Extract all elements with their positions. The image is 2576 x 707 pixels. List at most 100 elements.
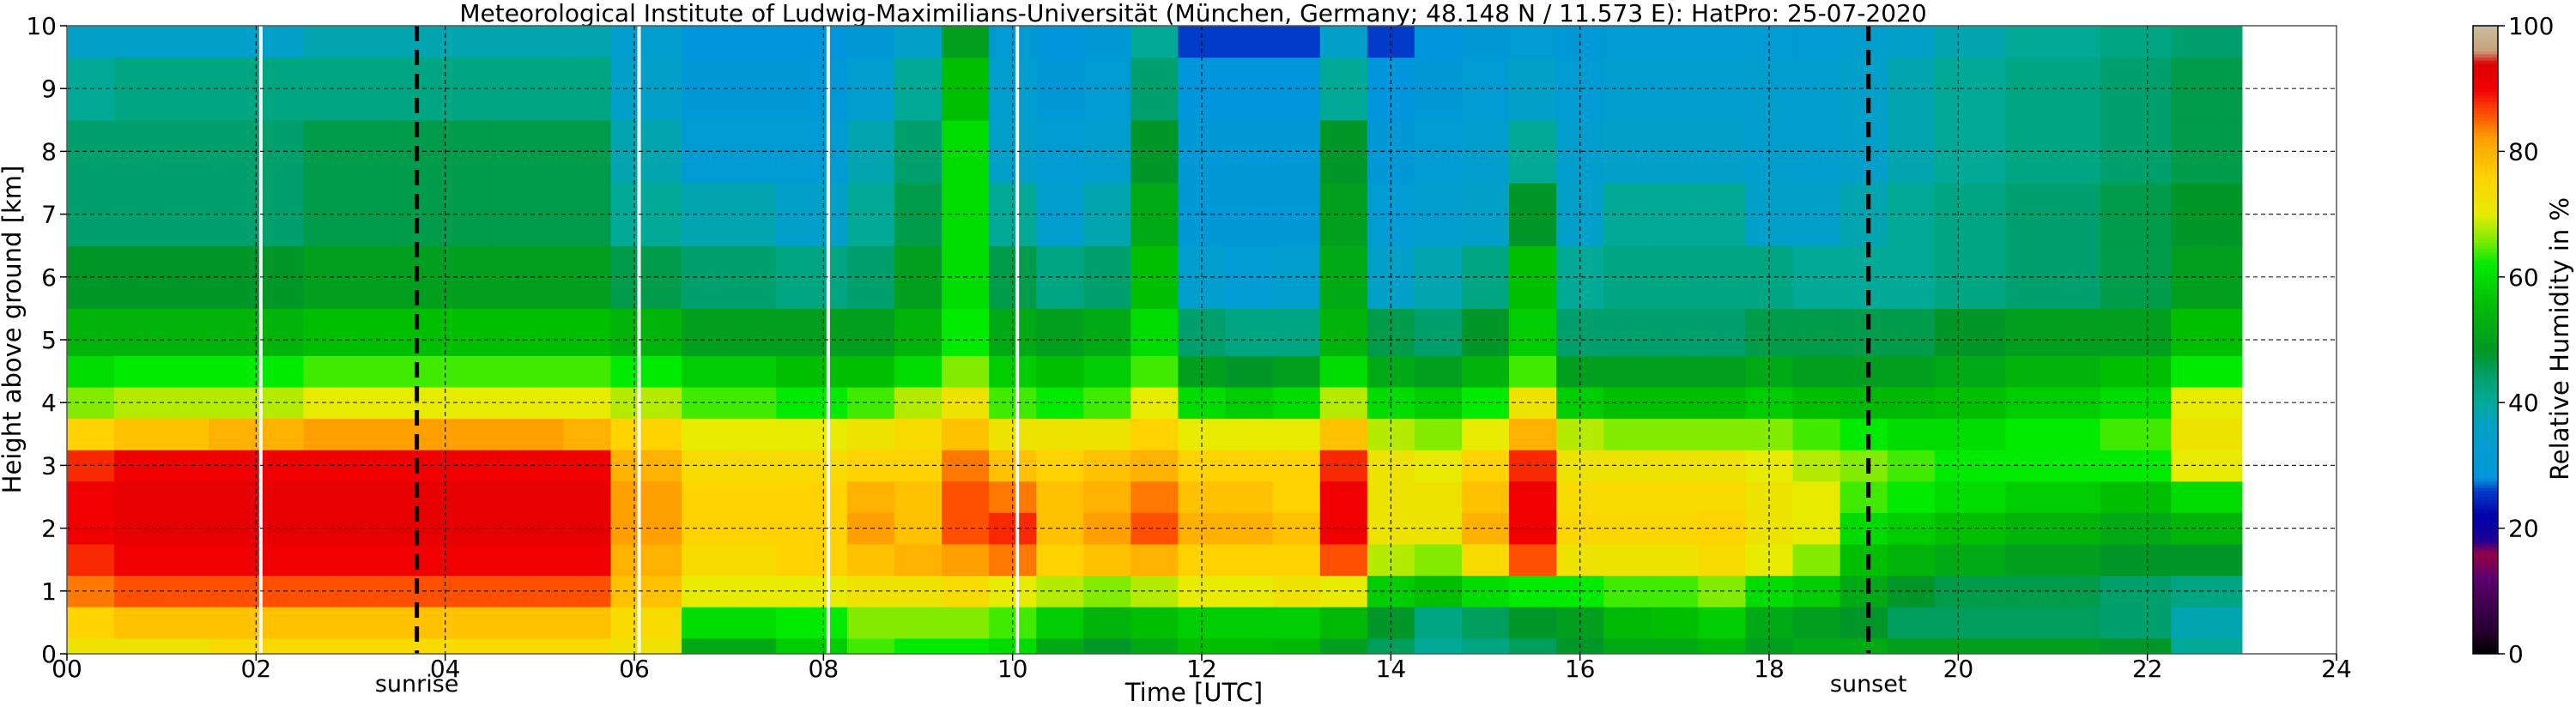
heatmap-cell bbox=[2171, 418, 2219, 450]
colorbar-band bbox=[2473, 76, 2498, 80]
heatmap-cell bbox=[1461, 26, 1510, 58]
colorbar-band bbox=[2473, 245, 2498, 250]
heatmap-cell bbox=[1603, 638, 1652, 654]
colorbar-tick-label: 100 bbox=[2508, 12, 2554, 40]
colorbar-band bbox=[2473, 365, 2498, 369]
colorbar-band bbox=[2473, 179, 2498, 184]
heatmap-cell bbox=[682, 638, 777, 654]
heatmap-cell bbox=[1698, 607, 1747, 639]
colorbar-tick-label: 80 bbox=[2508, 137, 2539, 166]
heatmap-cell bbox=[1319, 355, 1368, 388]
colorbar-band bbox=[2473, 220, 2498, 225]
heatmap-cell bbox=[776, 638, 848, 654]
heatmap-cell bbox=[1792, 480, 1841, 513]
colorbar-band bbox=[2473, 524, 2498, 529]
colorbar-band bbox=[2473, 384, 2498, 388]
colorbar-band bbox=[2473, 210, 2498, 215]
heatmap-cell bbox=[1319, 418, 1368, 450]
colorbar-band bbox=[2473, 257, 2498, 262]
heatmap-cell bbox=[1509, 245, 1557, 309]
heatmap-cell bbox=[1083, 480, 1131, 513]
colorbar-band bbox=[2473, 474, 2498, 479]
colorbar-band bbox=[2473, 607, 2498, 611]
colorbar-band bbox=[2473, 164, 2498, 168]
y-tick-label: 0 bbox=[41, 640, 57, 668]
heatmap-cell bbox=[1603, 607, 1652, 639]
heatmap-cell bbox=[67, 355, 115, 388]
heatmap-cell bbox=[610, 543, 682, 577]
colorbar-band bbox=[2473, 443, 2498, 447]
colorbar-band bbox=[2473, 459, 2498, 463]
heatmap-cell bbox=[1414, 607, 1463, 639]
heatmap-cell bbox=[1603, 26, 1652, 58]
x-tick-label: 12 bbox=[1186, 655, 1217, 683]
sun-markers: sunrise sunset bbox=[375, 26, 1906, 698]
colorbar-band bbox=[2473, 503, 2498, 507]
heatmap-cell bbox=[1509, 638, 1557, 654]
heatmap-cell bbox=[1698, 355, 1747, 388]
heatmap-cell bbox=[1887, 450, 1936, 482]
heatmap-cell bbox=[1130, 386, 1179, 420]
heatmap-cell bbox=[776, 26, 848, 58]
heatmap-cell bbox=[1036, 355, 1084, 388]
x-tick-label: 08 bbox=[809, 655, 839, 683]
heatmap-cell bbox=[846, 480, 895, 513]
heatmap-cell bbox=[303, 308, 399, 356]
heatmap-cell bbox=[610, 638, 682, 654]
heatmap-cell bbox=[1840, 638, 1888, 654]
colorbar-band bbox=[2473, 145, 2498, 149]
heatmap-cell bbox=[894, 308, 943, 356]
heatmap-cell bbox=[2100, 245, 2172, 309]
colorbar-band bbox=[2473, 66, 2498, 70]
colorbar-band bbox=[2473, 198, 2498, 202]
heatmap-cell bbox=[2005, 26, 2101, 58]
heatmap-cell bbox=[2218, 638, 2243, 654]
x-tick-label: 02 bbox=[241, 655, 272, 683]
heatmap-cell bbox=[1887, 183, 1936, 246]
colorbar-band bbox=[2473, 123, 2498, 127]
colorbar-band bbox=[2473, 622, 2498, 626]
heatmap-cell bbox=[1272, 543, 1321, 577]
colorbar-band bbox=[2473, 468, 2498, 473]
heatmap-cell bbox=[1414, 355, 1463, 388]
colorbar-band bbox=[2473, 34, 2498, 39]
colorbar-band bbox=[2473, 227, 2498, 231]
heatmap-cell bbox=[1036, 418, 1084, 450]
heatmap-cell bbox=[303, 512, 399, 545]
heatmap-cell bbox=[846, 26, 895, 58]
heatmap-cell bbox=[1509, 480, 1557, 513]
colorbar-band bbox=[2473, 91, 2498, 96]
heatmap-cell bbox=[2005, 418, 2101, 450]
colorbar-band bbox=[2473, 51, 2498, 55]
colorbar-band bbox=[2473, 286, 2498, 290]
heatmap-cell bbox=[492, 183, 564, 246]
heatmap-cell bbox=[1225, 480, 1274, 513]
colorbar-band bbox=[2473, 236, 2498, 240]
heatmap-cell bbox=[1934, 607, 2007, 639]
colorbar-band bbox=[2473, 465, 2498, 469]
heatmap-cell bbox=[2005, 607, 2101, 639]
colorbar-band bbox=[2473, 547, 2498, 551]
heatmap-cell bbox=[682, 607, 777, 639]
colorbar-band bbox=[2473, 616, 2498, 620]
heatmap-cell bbox=[1887, 386, 1936, 420]
colorbar-band bbox=[2473, 251, 2498, 256]
heatmap-cell bbox=[1461, 638, 1510, 654]
heatmap-cell bbox=[610, 607, 682, 639]
heatmap-cell bbox=[303, 26, 399, 58]
heatmap-cell bbox=[894, 480, 943, 513]
colorbar-band bbox=[2473, 261, 2498, 265]
heatmap-cell bbox=[1083, 512, 1131, 545]
heatmap-cell bbox=[1698, 638, 1747, 654]
colorbar-band bbox=[2473, 361, 2498, 366]
heatmap-cell bbox=[1509, 418, 1557, 450]
colorbar-band bbox=[2473, 69, 2498, 74]
heatmap-cell bbox=[1887, 638, 1936, 654]
colorbar-band bbox=[2473, 26, 2498, 30]
x-axis-label: Time [UTC] bbox=[1124, 678, 1263, 707]
heatmap-cell bbox=[682, 183, 777, 246]
colorbar-band bbox=[2473, 550, 2498, 554]
colorbar-band bbox=[2473, 28, 2498, 33]
heatmap-cell bbox=[1272, 26, 1321, 58]
heatmap-cell bbox=[1934, 418, 2007, 450]
